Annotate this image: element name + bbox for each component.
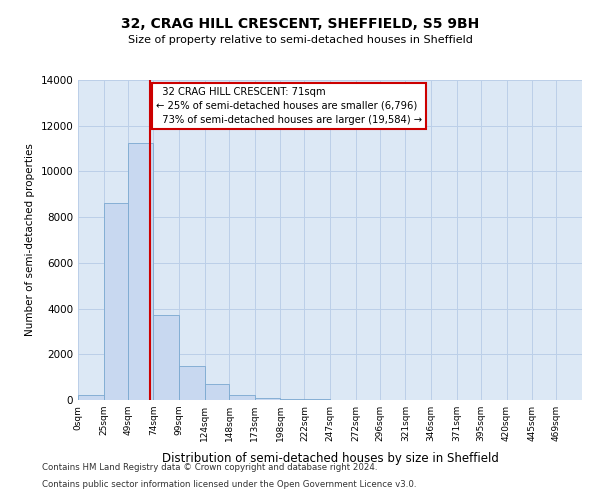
- Bar: [205, 384, 229, 400]
- Y-axis label: Number of semi-detached properties: Number of semi-detached properties: [25, 144, 35, 336]
- Bar: [154, 316, 179, 400]
- Bar: [254, 398, 280, 400]
- Bar: [78, 395, 104, 400]
- Bar: [104, 204, 128, 400]
- Bar: [280, 399, 304, 400]
- X-axis label: Distribution of semi-detached houses by size in Sheffield: Distribution of semi-detached houses by …: [161, 452, 499, 466]
- Text: Size of property relative to semi-detached houses in Sheffield: Size of property relative to semi-detach…: [128, 35, 472, 45]
- Text: 32 CRAG HILL CRESCENT: 71sqm
← 25% of semi-detached houses are smaller (6,796)
 : 32 CRAG HILL CRESCENT: 71sqm ← 25% of se…: [155, 87, 422, 125]
- Text: Contains HM Land Registry data © Crown copyright and database right 2024.: Contains HM Land Registry data © Crown c…: [42, 464, 377, 472]
- Bar: [128, 143, 154, 400]
- Bar: [179, 366, 205, 400]
- Bar: [229, 396, 254, 400]
- Text: Contains public sector information licensed under the Open Government Licence v3: Contains public sector information licen…: [42, 480, 416, 489]
- Text: 32, CRAG HILL CRESCENT, SHEFFIELD, S5 9BH: 32, CRAG HILL CRESCENT, SHEFFIELD, S5 9B…: [121, 18, 479, 32]
